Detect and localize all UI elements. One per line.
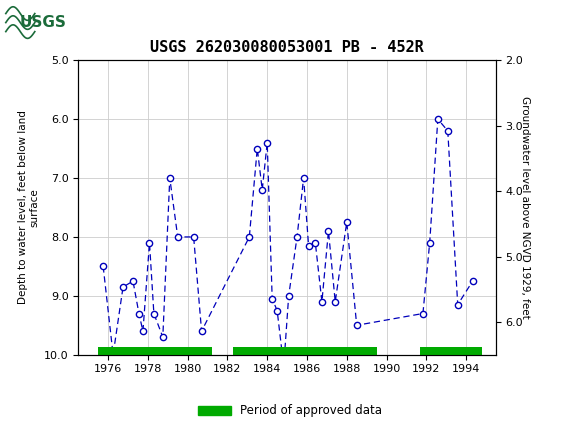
Y-axis label: Groundwater level above NGVD 1929, feet: Groundwater level above NGVD 1929, feet xyxy=(520,96,530,319)
Title: USGS 262030080053001 PB - 452R: USGS 262030080053001 PB - 452R xyxy=(150,40,424,55)
Bar xyxy=(233,347,376,355)
Text: USGS: USGS xyxy=(20,15,67,30)
Y-axis label: Depth to water level, feet below land
surface: Depth to water level, feet below land su… xyxy=(18,111,40,304)
Text: USGS: USGS xyxy=(96,14,151,31)
Bar xyxy=(98,347,212,355)
Legend: Period of approved data: Period of approved data xyxy=(193,399,387,422)
Bar xyxy=(420,347,482,355)
Bar xyxy=(6,3,87,42)
